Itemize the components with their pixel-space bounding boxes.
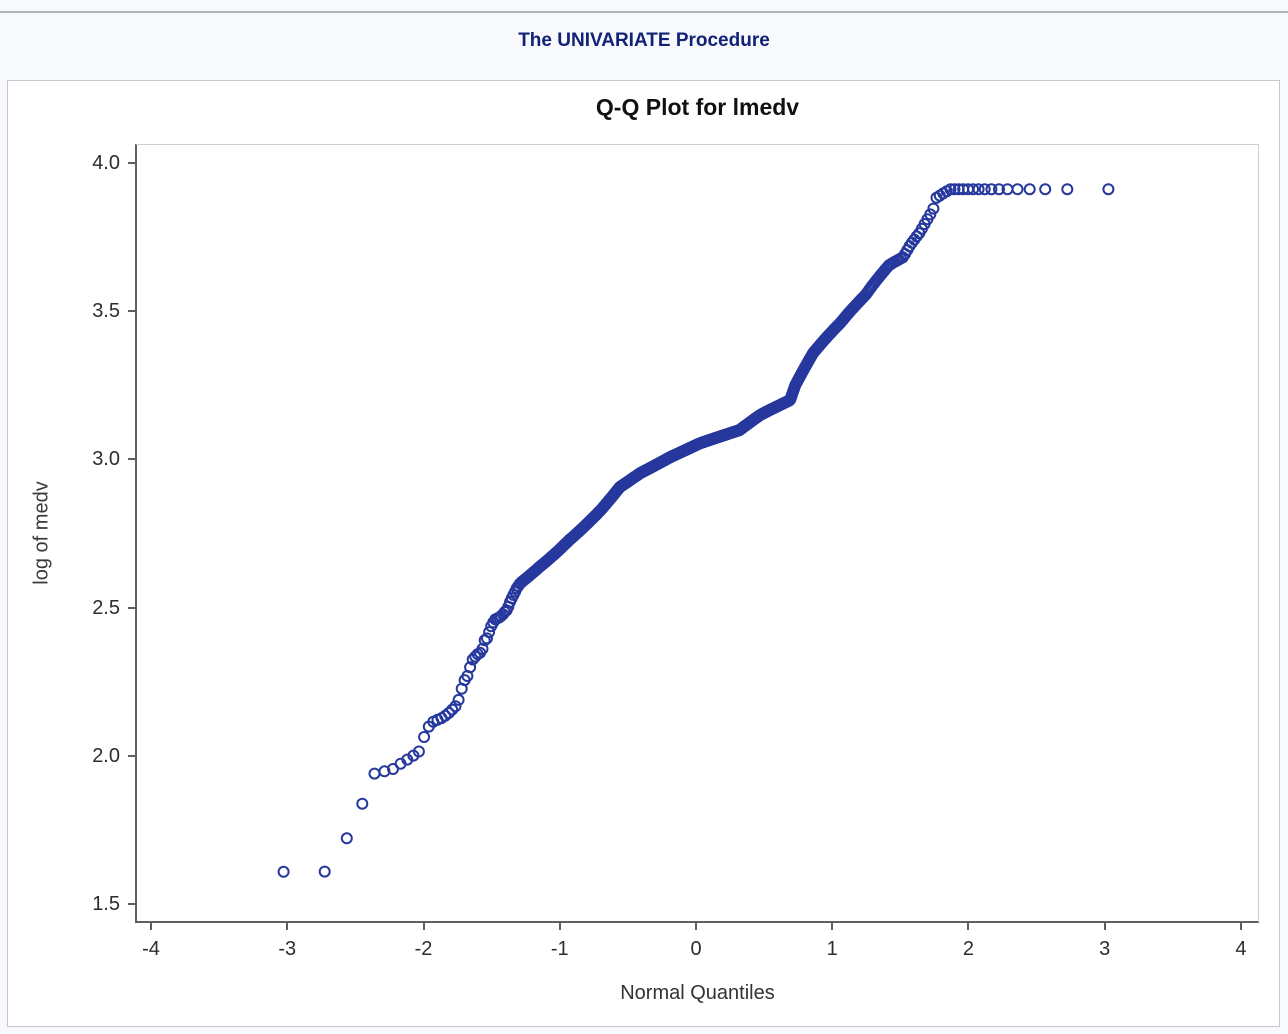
page-divider-rule: [0, 11, 1288, 13]
x-tick-mark: [831, 921, 834, 930]
data-point: [412, 745, 425, 758]
data-point: [356, 797, 369, 810]
y-tick-label: 2.0: [92, 744, 120, 767]
data-point: [481, 632, 493, 645]
x-tick-mark: [286, 921, 289, 930]
data-point: [483, 626, 496, 639]
data-point: [340, 832, 353, 845]
x-tick-mark: [558, 921, 561, 930]
data-point: [948, 183, 961, 196]
y-tick-label: 1.5: [92, 893, 120, 916]
data-point: [1061, 183, 1074, 196]
x-tick-label: -4: [142, 938, 160, 960]
chart-title: Q-Q Plot for lmedv: [595, 94, 800, 120]
data-point: [944, 183, 957, 196]
x-tick-label: 1: [826, 938, 838, 960]
y-tick-mark: [128, 754, 137, 757]
x-tick-label: -2: [414, 938, 433, 960]
data-point: [378, 765, 391, 778]
x-tick-mark: [1103, 921, 1106, 930]
x-tick-mark: [1239, 921, 1242, 930]
data-point: [924, 208, 937, 221]
data-point: [449, 700, 462, 713]
data-point: [446, 703, 459, 716]
y-tick-mark: [128, 606, 137, 609]
data-point: [1039, 183, 1052, 196]
qq-scatter-plot: [277, 183, 1115, 878]
y-tick-label: 2.5: [92, 596, 120, 619]
data-point: [1023, 183, 1036, 196]
data-point: [985, 183, 998, 196]
y-axis-label-text: log of medv: [30, 481, 53, 585]
data-point: [318, 865, 331, 878]
data-point: [978, 183, 991, 196]
data-point: [277, 865, 290, 878]
data-point: [967, 183, 980, 196]
y-tick-mark: [128, 310, 137, 313]
data-point: [418, 731, 431, 743]
x-tick-label: 0: [690, 938, 702, 960]
y-tick-label: 3.5: [92, 300, 120, 323]
data-point: [1011, 183, 1024, 196]
x-tick-mark: [422, 921, 425, 930]
y-tick-mark: [128, 162, 137, 165]
x-tick-label: 4: [1235, 938, 1247, 960]
data-point: [442, 707, 455, 719]
procedure-title: The UNIVARIATE Procedure: [518, 30, 770, 51]
y-tick-mark: [128, 903, 137, 906]
x-tick-mark: [150, 921, 153, 930]
y-tick-mark: [128, 458, 137, 461]
data-point: [452, 693, 465, 706]
x-tick-label: 3: [1099, 938, 1111, 960]
data-point: [1102, 183, 1115, 196]
x-tick-mark: [695, 921, 697, 930]
data-point: [927, 202, 940, 215]
data-point: [972, 183, 985, 196]
data-point: [993, 183, 1005, 196]
y-tick-label: 4.0: [92, 152, 120, 175]
data-points: [277, 183, 1115, 878]
x-axis-label: Normal Quantiles: [620, 982, 775, 1004]
x-tick-label: -3: [278, 938, 297, 960]
x-tick-mark: [967, 921, 970, 930]
y-tick-label: 3.0: [92, 448, 120, 471]
x-tick-label: -1: [550, 938, 569, 960]
data-point: [464, 661, 477, 674]
plot-area: [135, 144, 1259, 923]
data-point: [368, 767, 381, 780]
x-tick-label: 2: [962, 938, 975, 960]
